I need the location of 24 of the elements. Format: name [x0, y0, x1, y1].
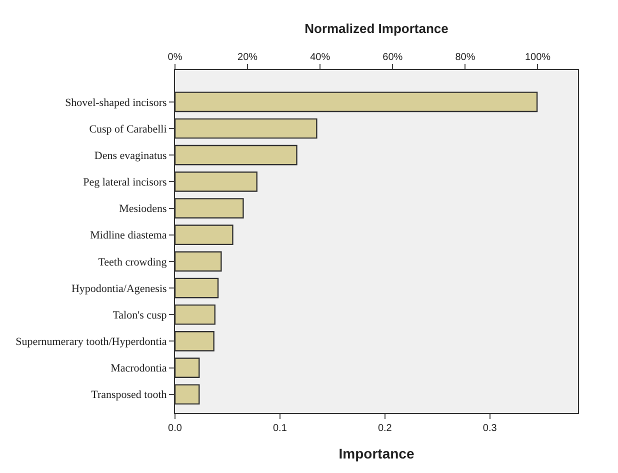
y-tick-label: Teeth crowding: [98, 256, 168, 268]
y-tick-label: Midline diastema: [90, 230, 167, 242]
x2-tick-label: 80%: [455, 52, 476, 63]
x-tick-label: 0.0: [168, 423, 182, 434]
x2-axis-title: Normalized Importance: [304, 20, 448, 36]
x2-tick-label: 0%: [168, 52, 182, 63]
x-axis-title: Importance: [338, 445, 414, 462]
x2-tick-label: 40%: [310, 52, 330, 63]
y-tick-label: Supernumerary tooth/Hyperdontia: [16, 336, 167, 348]
x-tick-label: 0.2: [378, 423, 392, 434]
y-tick-label: Macrodontia: [110, 362, 167, 375]
y-tick-label: Dens evaginatus: [94, 150, 167, 162]
y-tick-label: Transposed tooth: [91, 389, 168, 402]
y-tick-label: Peg lateral incisors: [83, 176, 167, 189]
x-tick-label: 0.3: [482, 423, 498, 434]
x2-tick-label: 20%: [238, 52, 258, 63]
y-tick-label: Mesiodens: [119, 203, 167, 216]
x-tick-label: 0.1: [272, 423, 288, 434]
y-tick-label: Shovel-shaped incisors: [65, 96, 167, 109]
x2-tick-label: 100%: [524, 52, 551, 63]
y-tick-label: Hypodontia/Agenesis: [71, 282, 167, 295]
y-tick-label: Talon's cusp: [112, 309, 168, 322]
y-tick-label: Cusp of Carabelli: [89, 123, 167, 136]
x2-tick-label: 60%: [382, 52, 403, 63]
